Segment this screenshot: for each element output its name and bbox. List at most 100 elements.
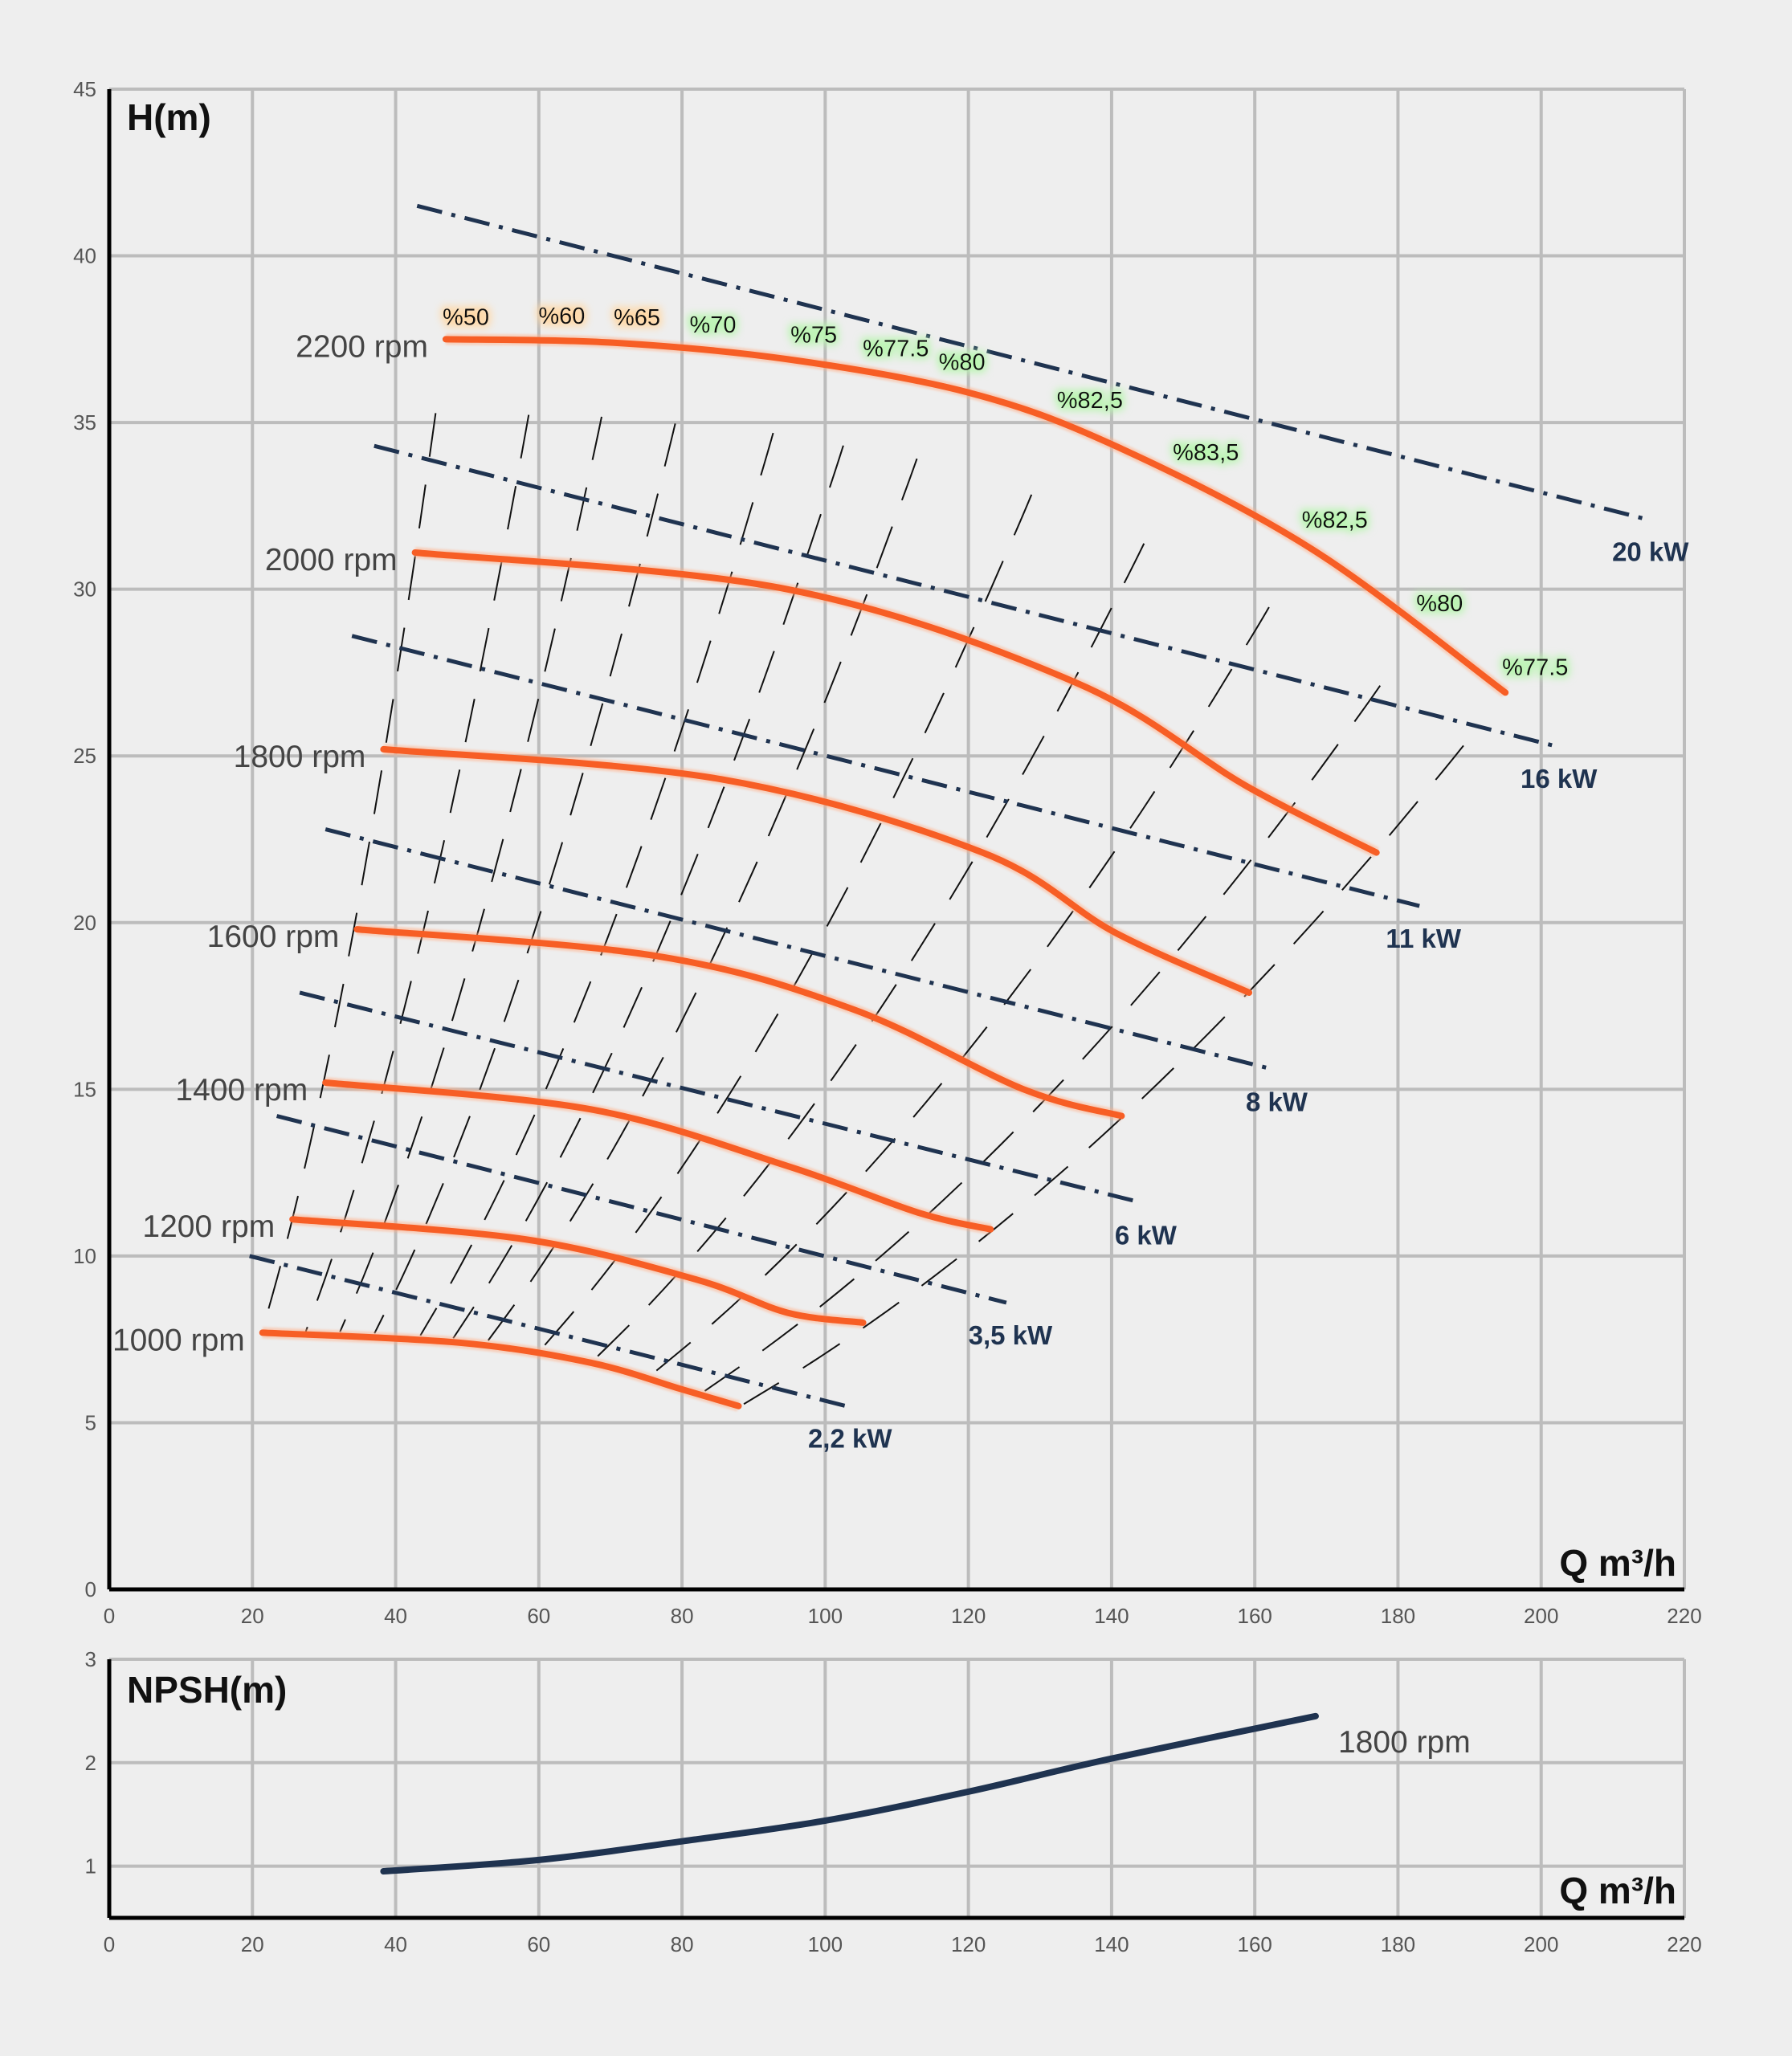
- speed-curve: [353, 926, 1125, 1120]
- npsh-y-tick-label: 2: [85, 1751, 96, 1775]
- speed-label: 1200 rpm: [142, 1210, 275, 1244]
- efficiency-line: [743, 744, 1464, 1405]
- efficiency-label: %80: [1416, 591, 1463, 617]
- speed-curve: [259, 1329, 742, 1409]
- power-line: [299, 990, 1142, 1205]
- npsh-x-tick-label: 100: [808, 1932, 843, 1956]
- speed-curve: [289, 1216, 867, 1326]
- npsh-x-tick-label: 180: [1381, 1932, 1415, 1956]
- efficiency-line: [704, 685, 1382, 1392]
- x-tick-label: 20: [241, 1604, 264, 1628]
- npsh-x-tick-label: 140: [1094, 1932, 1129, 1956]
- speed-label: 1600 rpm: [207, 920, 340, 954]
- npsh-x-tick-label: 0: [104, 1932, 115, 1956]
- efficiency-line: [651, 606, 1270, 1375]
- npsh-chart: 0 20 40 60 80 100 120 140 160 180 200 220 1 2 3 1800 r…: [85, 1647, 1702, 1956]
- efficiency-line: [452, 445, 844, 1339]
- power-label: 11 kW: [1386, 924, 1461, 953]
- npsh-x-tick-label: 160: [1237, 1932, 1272, 1956]
- npsh-y-tick-label: 1: [85, 1854, 96, 1879]
- y-axis-title: H(m): [127, 96, 211, 138]
- npsh-x-tick-label: 40: [384, 1932, 407, 1956]
- power-label: 6 kW: [1115, 1220, 1178, 1250]
- power-line: [249, 1254, 847, 1409]
- efficiency-label: %83,5: [1173, 440, 1239, 466]
- speed-curve-glow: [262, 1327, 741, 1412]
- x-tick-label: 160: [1237, 1604, 1272, 1628]
- speed-curve: [442, 336, 1509, 696]
- x-tick-label: 200: [1524, 1604, 1558, 1628]
- efficiency-label: %77.5: [1502, 655, 1568, 680]
- x-tick-label: 0: [104, 1604, 115, 1628]
- speed-label: 1400 rpm: [175, 1073, 308, 1108]
- x-axis-title: Q m³/h: [1559, 1542, 1676, 1584]
- efficiency-line: [541, 494, 1033, 1350]
- y-tick-label: 40: [73, 244, 96, 268]
- speed-curve: [322, 1079, 994, 1233]
- efficiency-label: %70: [689, 312, 736, 338]
- power-label: 8 kW: [1246, 1087, 1308, 1116]
- speed-curve-glow: [414, 547, 1379, 858]
- y-tick-label: 10: [73, 1244, 96, 1268]
- efficiency-label: %50: [443, 304, 489, 330]
- x-tick-label: 180: [1381, 1604, 1415, 1628]
- npsh-x-axis-title: Q m³/h: [1559, 1870, 1676, 1911]
- power-line: [325, 827, 1274, 1071]
- efficiency-label: %82,5: [1302, 508, 1368, 533]
- efficiency-label: %60: [538, 304, 585, 329]
- power-label: 16 kW: [1521, 764, 1598, 793]
- npsh-x-tick-label: 80: [671, 1932, 694, 1956]
- npsh-x-tick-label: 20: [241, 1932, 264, 1956]
- npsh-x-tick-label: 120: [951, 1932, 986, 1956]
- efficiency-label: %65: [614, 305, 660, 331]
- speed-label: 1800 rpm: [234, 740, 366, 774]
- power-line: [416, 203, 1647, 521]
- speed-curve-glow: [382, 743, 1251, 998]
- npsh-grid: 0 20 40 60 80 100 120 140 160 180 200 220 1 2 3: [85, 1647, 1702, 1956]
- power-line: [351, 634, 1420, 908]
- npsh-speed-label: 1800 rpm: [1338, 1725, 1471, 1760]
- x-tick-label: 100: [808, 1604, 843, 1628]
- speed-label: 2000 rpm: [265, 543, 398, 577]
- x-tick-label: 140: [1094, 1604, 1129, 1628]
- efficiency-label: %82,5: [1057, 388, 1123, 414]
- npsh-y-axis-title: NPSH(m): [127, 1669, 287, 1711]
- y-tick-label: 30: [73, 577, 96, 602]
- efficiency-line: [487, 458, 918, 1342]
- y-tick-label: 0: [85, 1577, 96, 1601]
- y-tick-label: 35: [73, 410, 96, 434]
- power-label: 2,2 kW: [808, 1424, 892, 1454]
- efficiency-label: %77.5: [863, 336, 929, 361]
- power-label: 20 kW: [1612, 536, 1689, 566]
- npsh-series: 1800 rpm: [380, 1712, 1471, 1875]
- x-tick-label: 220: [1667, 1604, 1701, 1628]
- x-tick-label: 60: [527, 1604, 550, 1628]
- speed-curve: [380, 745, 1253, 996]
- npsh-x-tick-label: 220: [1667, 1932, 1701, 1956]
- efficiency-line: [419, 432, 774, 1336]
- y-tick-label: 45: [73, 77, 96, 101]
- efficiency-line: [593, 543, 1145, 1360]
- head-grid: 0 20 40 60 80 100 120 140 160 180 200 220 0 5 10 15 20 25…: [73, 77, 1702, 1628]
- npsh-x-tick-label: 200: [1524, 1932, 1558, 1956]
- y-tick-label: 5: [85, 1410, 96, 1434]
- npsh-y-tick-label: 3: [85, 1647, 96, 1671]
- efficiency-label: %80: [939, 350, 986, 376]
- npsh-x-tick-label: 60: [527, 1932, 550, 1956]
- x-tick-label: 80: [671, 1604, 694, 1628]
- speed-curve: [411, 549, 1380, 856]
- power-label: 3,5 kW: [969, 1320, 1053, 1350]
- speed-label: 2200 rpm: [296, 329, 428, 364]
- y-tick-label: 15: [73, 1077, 96, 1101]
- speed-label: 1000 rpm: [112, 1323, 245, 1357]
- y-tick-label: 25: [73, 744, 96, 768]
- efficiency-label: %75: [790, 323, 837, 349]
- head-labels: %50 %60 %65 %70 %75 %77.5 %80 %82,5 %83,5 %82,5 %8…: [112, 304, 1689, 1454]
- y-tick-label: 20: [73, 911, 96, 935]
- head-chart: 0 20 40 60 80 100 120 140 160 180 200 220 0 5 10 15 20 25…: [73, 77, 1702, 1628]
- x-tick-label: 120: [951, 1604, 986, 1628]
- x-tick-label: 40: [384, 1604, 407, 1628]
- power-line: [374, 443, 1556, 749]
- speed-curves: [259, 333, 1509, 1412]
